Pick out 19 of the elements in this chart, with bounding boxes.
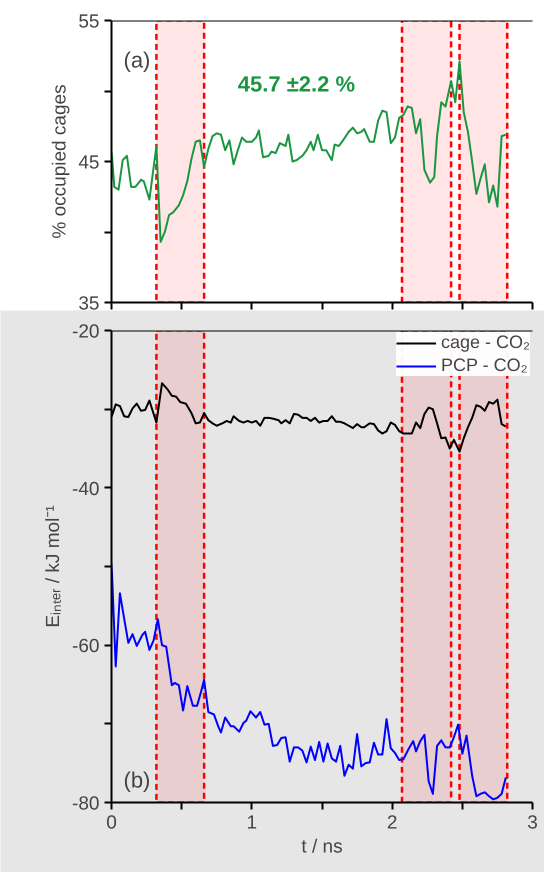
y-tick-label: -40	[72, 478, 100, 500]
x-tick-label: 2	[386, 812, 398, 834]
legend-label: PCP - CO₂	[440, 355, 528, 376]
x-axis-title: t / ns	[301, 836, 343, 858]
x-tick-label: 1	[246, 812, 258, 834]
x-tick-label: 0	[106, 812, 117, 834]
legend-label: cage - CO₂	[440, 332, 530, 353]
y-tick-label: -80	[72, 794, 100, 814]
annotation: 45.7 ±2.2 %	[238, 72, 356, 97]
y-tick-label: 55	[78, 12, 100, 32]
y-tick-label: -20	[72, 322, 100, 342]
annotation: (a)	[124, 48, 150, 72]
annotation: (b)	[124, 768, 150, 792]
y-tick-label: -60	[72, 636, 100, 658]
y-tick-label: 45	[78, 152, 100, 174]
x-tick-label: 3	[527, 812, 538, 834]
y-axis-title: Eᵢₙₜₑᵣ / kJ mol⁻¹	[43, 505, 64, 628]
y-axis-title: % occupied cages	[49, 84, 70, 239]
y-tick-label: 35	[78, 294, 100, 314]
